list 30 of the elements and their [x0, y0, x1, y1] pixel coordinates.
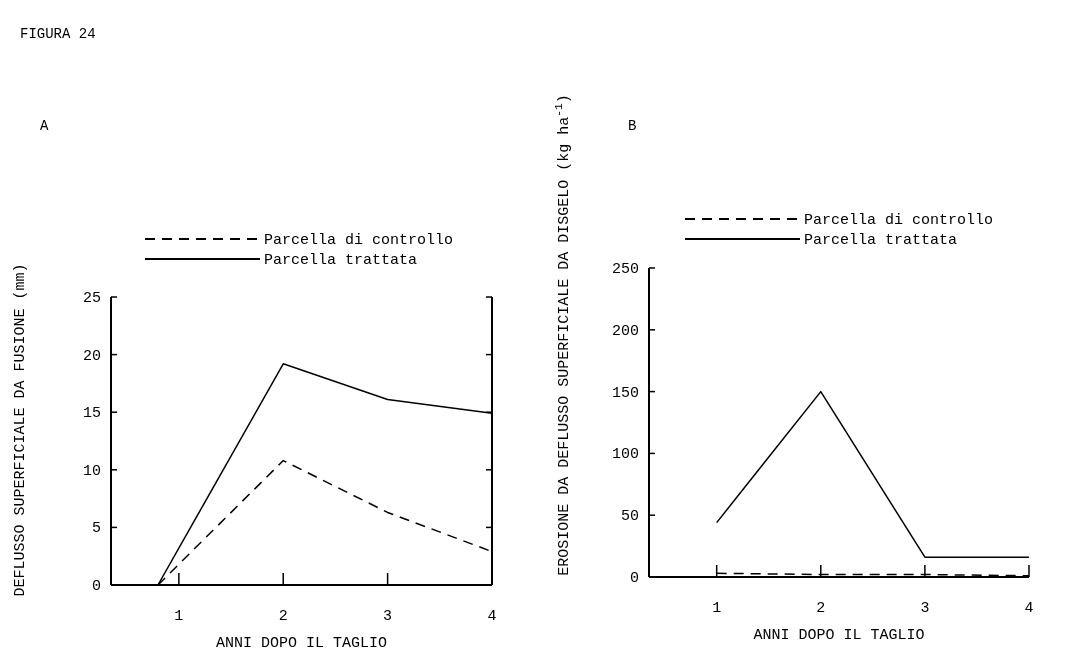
x-tick-label: 1	[174, 608, 184, 625]
y-tick-label: 150	[611, 384, 639, 402]
y-tick-label: 20	[82, 347, 101, 365]
legend-label: Parcella di controllo	[264, 232, 454, 249]
y-tick-label: 15	[82, 405, 101, 423]
x-axis-title: ANNI DOPO IL TAGLIO	[753, 627, 925, 644]
chart-title: A	[40, 118, 49, 134]
x-tick-label: 2	[278, 608, 288, 625]
chart-title: B	[628, 118, 637, 134]
legend-label: Parcella di controllo	[804, 212, 994, 229]
y-tick-label: 250	[611, 261, 639, 278]
x-tick-label: 1	[712, 600, 722, 617]
legend-label: Parcella trattata	[804, 232, 958, 249]
x-axis-title: ANNI DOPO IL TAGLIO	[215, 635, 388, 652]
legend-label: Parcella trattata	[264, 252, 418, 269]
y-tick-label: 200	[611, 322, 639, 340]
y-axis-title: DEFLUSSO SUPERFICIALE DA FUSIONE (mm)	[12, 263, 29, 597]
y-tick-label: 0	[629, 570, 639, 587]
x-tick-label: 2	[816, 600, 826, 617]
y-tick-label: 25	[82, 290, 101, 307]
x-tick-label: 4	[487, 608, 497, 625]
y-tick-label: 50	[620, 508, 639, 526]
x-tick-label: 3	[383, 608, 393, 625]
text: FIGURA 24	[20, 26, 96, 42]
y-tick-label: 5	[91, 520, 101, 538]
y-tick-label: 100	[611, 446, 639, 464]
y-tick-label: 0	[91, 578, 101, 595]
x-tick-label: 4	[1024, 600, 1034, 617]
y-tick-label: 10	[82, 462, 101, 480]
x-tick-label: 3	[920, 600, 930, 617]
